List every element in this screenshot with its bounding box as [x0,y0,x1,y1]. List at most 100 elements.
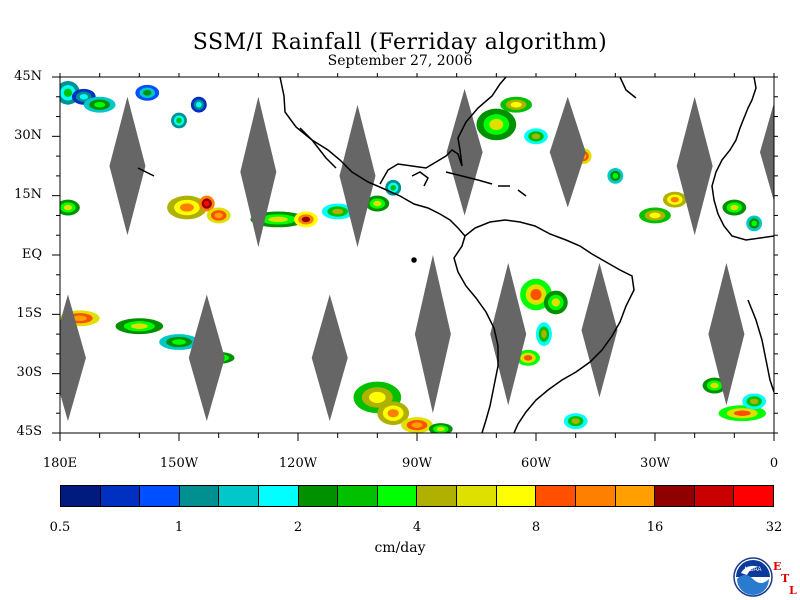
rain-cell [733,410,751,416]
colorbar-label: 1 [174,520,184,535]
no-data-swath-gap [676,96,713,236]
rain-cell [612,173,619,179]
lat-label-45s: 45S [16,424,42,439]
lon-label-0: 0 [769,456,779,471]
rain-cell [551,298,560,307]
no-data-swath-gap [549,96,586,208]
rain-cell [390,184,396,191]
map-date: September 27, 2006 [327,53,473,69]
colorbar-swatch [694,486,735,506]
colorbar-swatch [140,486,180,506]
colorbar-label: 2 [293,520,303,535]
rain-cell [94,101,106,108]
rain-cell [530,289,542,301]
no-data-swath-gap [759,102,774,202]
etl-logo-letter: E [773,560,782,573]
rain-cell [63,204,73,211]
coastline-gulf [379,77,507,185]
colorbar [60,485,774,507]
rain-cell [196,101,202,108]
rain-cell [541,329,547,339]
colorbar-swatch [338,486,378,506]
coastline-cuba [445,171,493,185]
rain-cell [72,315,87,322]
coastline-antilles [498,185,527,197]
coastline-south-america-west [453,235,499,433]
etl-logo-letter: L [789,584,797,597]
rain-cell [143,90,152,96]
coastline-hawaii [137,167,155,177]
rain-cell [510,101,522,108]
colorbar-label: 4 [412,520,422,535]
lon-label-150w: 150W [159,456,199,471]
colorbar-label: 0.5 [49,520,71,535]
colorbar-swatch [298,486,339,506]
colorbar-swatch [417,486,458,506]
rain-cell [301,216,311,223]
colorbar-swatch [496,486,537,506]
colorbar-swatch [100,486,141,506]
rain-cell [179,203,194,212]
rain-cell [489,118,504,131]
rain-cell [710,382,719,389]
rain-cell [172,339,186,345]
island-galapagos [411,257,417,263]
rain-cell [176,117,182,124]
rain-cell [750,398,759,405]
rain-cell [436,426,445,432]
lat-label-eq: EQ [21,247,42,262]
no-data-swath-gap [414,255,451,414]
rain-cell [63,88,73,97]
no-data-swath-gap [708,262,745,406]
colorbar-swatch [575,486,616,506]
lon-label-120w: 120W [278,456,318,471]
colorbar-swatch [615,486,656,506]
colorbar-swatch [219,486,260,506]
no-data-swath-gap [490,262,527,406]
coastline-canada-ne [619,77,637,99]
no-data-swath-gap [311,294,348,422]
colorbar-label: 16 [646,520,664,535]
rain-cell [369,391,386,403]
rain-cell [387,409,399,418]
lon-label-90w: 90W [402,456,432,471]
colorbar-swatch [259,486,299,506]
colorbar-swatch [457,486,497,506]
axis-ticks [52,73,778,441]
rain-cell [531,133,541,140]
no-data-swath-gap [240,96,277,248]
colorbar-swatch [179,486,220,506]
coastline-europe [711,77,774,241]
colorbar-swatch [61,486,101,506]
noaa-logo-icon: NOAA [733,557,773,597]
rain-cell [411,422,423,428]
colorbar-swatch [536,486,576,506]
coastline-north-america [279,77,466,237]
no-data-swath-gap [109,96,146,236]
etl-logo-letter: T [781,572,790,585]
rain-cell [730,204,739,211]
no-data-swath-gap [188,294,225,422]
rain-cell [203,200,210,207]
coastline-baja [299,127,337,169]
colorbar-swatch [377,486,418,506]
rain-cell [670,196,679,203]
lat-label-15s: 15S [16,306,42,321]
lat-label-45n: 45N [14,69,42,84]
rain-cell [332,208,344,215]
rain-cell [649,212,661,219]
rain-cell [268,216,288,223]
rain-cell [571,418,580,424]
colorbar-swatch [734,486,773,506]
no-data-swath-gap [581,262,618,398]
rain-cell [79,94,88,100]
map-background [60,77,774,433]
rain-cell [214,212,223,219]
rain-cell [751,220,757,227]
noaa-logo-text: NOAA [744,567,761,573]
coastline-yucatan [411,171,429,187]
colorbar-swatch [655,486,695,506]
lat-label-30n: 30N [14,128,42,143]
rain-cell [131,323,148,329]
